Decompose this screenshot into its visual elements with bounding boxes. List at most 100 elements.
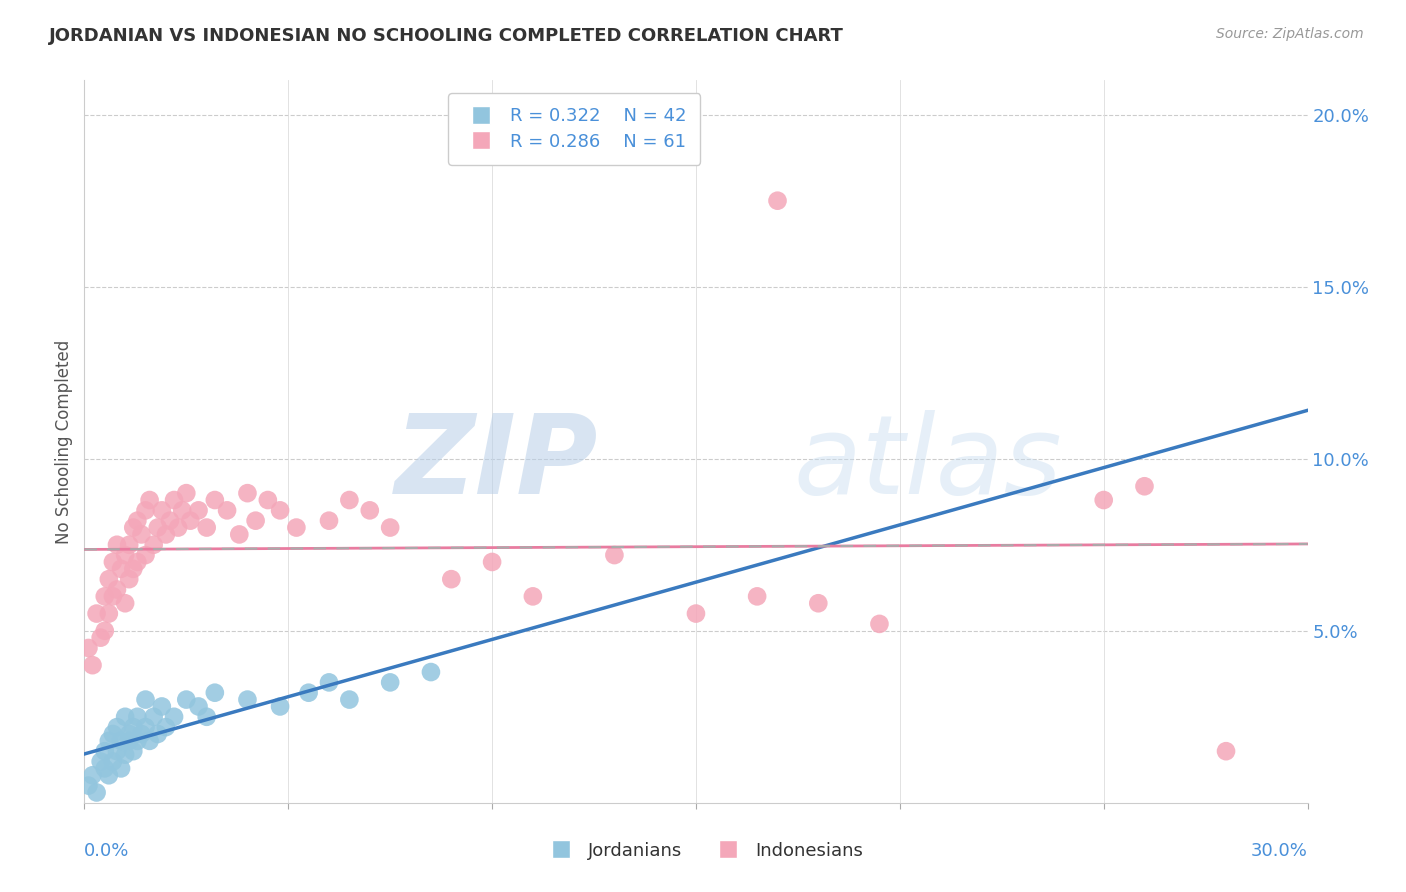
Point <box>1092 493 1115 508</box>
Text: atlas: atlas <box>794 409 1063 516</box>
Point <box>187 699 209 714</box>
Point <box>150 503 173 517</box>
Point <box>77 779 100 793</box>
Point <box>318 675 340 690</box>
Text: JORDANIAN VS INDONESIAN NO SCHOOLING COMPLETED CORRELATION CHART: JORDANIAN VS INDONESIAN NO SCHOOLING COM… <box>49 27 844 45</box>
Point <box>114 548 136 562</box>
Point <box>127 514 149 528</box>
Point <box>228 527 250 541</box>
Point <box>155 720 177 734</box>
Point <box>269 699 291 714</box>
Text: 30.0%: 30.0% <box>1251 842 1308 860</box>
Point <box>522 590 544 604</box>
Point <box>163 710 186 724</box>
Point <box>440 572 463 586</box>
Point <box>380 675 402 690</box>
Point <box>1215 744 1237 758</box>
Point <box>163 493 186 508</box>
Point <box>127 710 149 724</box>
Point <box>236 486 259 500</box>
Point <box>110 734 132 748</box>
Point <box>146 520 169 534</box>
Point <box>97 734 120 748</box>
Point <box>179 514 201 528</box>
Point <box>481 555 503 569</box>
Point <box>257 493 280 508</box>
Point <box>114 710 136 724</box>
Point <box>135 503 157 517</box>
Point <box>93 744 115 758</box>
Point <box>114 596 136 610</box>
Point <box>93 590 115 604</box>
Point <box>90 631 112 645</box>
Legend: Jordanians, Indonesians: Jordanians, Indonesians <box>536 835 870 867</box>
Text: 0.0%: 0.0% <box>84 842 129 860</box>
Point <box>101 555 124 569</box>
Point <box>174 486 197 500</box>
Y-axis label: No Schooling Completed: No Schooling Completed <box>55 340 73 543</box>
Point <box>269 503 291 517</box>
Point <box>86 607 108 621</box>
Text: ZIP: ZIP <box>395 409 598 516</box>
Point <box>298 686 321 700</box>
Point <box>110 562 132 576</box>
Text: Source: ZipAtlas.com: Source: ZipAtlas.com <box>1216 27 1364 41</box>
Point <box>135 548 157 562</box>
Point <box>766 194 789 208</box>
Point <box>127 555 149 569</box>
Point <box>90 755 112 769</box>
Point <box>97 572 120 586</box>
Point <box>101 755 124 769</box>
Point <box>155 527 177 541</box>
Point <box>236 692 259 706</box>
Point <box>101 590 124 604</box>
Point <box>122 562 145 576</box>
Point <box>167 520 190 534</box>
Point <box>159 514 181 528</box>
Point <box>135 720 157 734</box>
Point <box>101 727 124 741</box>
Point <box>245 514 267 528</box>
Point <box>93 761 115 775</box>
Point <box>217 503 239 517</box>
Point <box>131 727 153 741</box>
Point <box>97 768 120 782</box>
Point <box>174 692 197 706</box>
Point <box>93 624 115 638</box>
Point <box>110 761 132 775</box>
Legend: R = 0.322    N = 42, R = 0.286    N = 61: R = 0.322 N = 42, R = 0.286 N = 61 <box>449 93 700 165</box>
Point <box>131 527 153 541</box>
Point <box>122 720 145 734</box>
Point <box>807 596 830 610</box>
Point <box>118 572 141 586</box>
Point <box>420 665 443 679</box>
Point <box>138 734 160 748</box>
Point <box>339 692 361 706</box>
Point <box>82 768 104 782</box>
Point <box>105 720 128 734</box>
Point <box>380 520 402 534</box>
Point <box>1133 479 1156 493</box>
Point <box>195 520 218 534</box>
Point <box>142 710 165 724</box>
Point <box>105 582 128 597</box>
Point <box>204 493 226 508</box>
Point <box>86 785 108 799</box>
Point <box>339 493 361 508</box>
Point <box>150 699 173 714</box>
Point <box>135 692 157 706</box>
Point <box>118 734 141 748</box>
Point <box>114 747 136 762</box>
Point <box>359 503 381 517</box>
Point <box>172 503 194 517</box>
Point <box>127 734 149 748</box>
Point <box>77 640 100 655</box>
Point <box>142 538 165 552</box>
Point <box>603 548 626 562</box>
Point <box>187 503 209 517</box>
Point <box>105 744 128 758</box>
Point <box>204 686 226 700</box>
Point <box>146 727 169 741</box>
Point <box>138 493 160 508</box>
Point <box>122 520 145 534</box>
